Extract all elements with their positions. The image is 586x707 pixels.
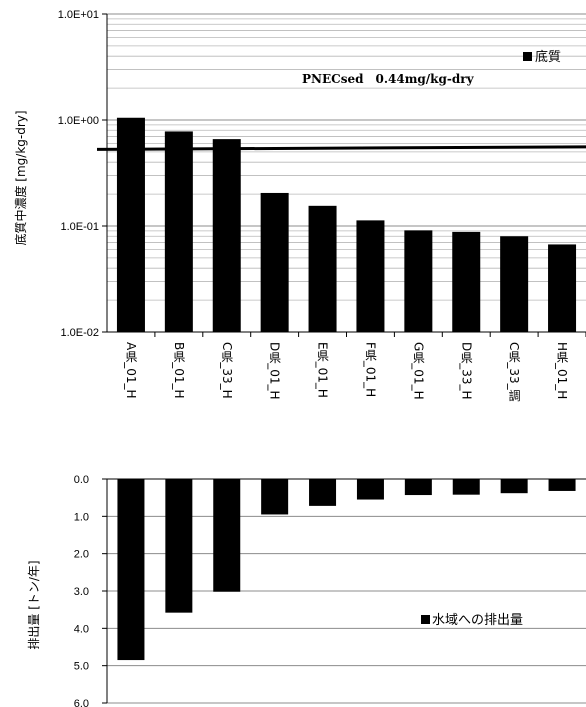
x-tick-label: F県_01_H xyxy=(363,342,377,397)
bar xyxy=(500,236,529,332)
y-tick-label: 3.0 xyxy=(74,586,89,598)
bar xyxy=(308,205,337,332)
y-tick-label: 1.0 xyxy=(74,511,89,523)
x-tick-label: A県_01_H xyxy=(124,342,138,399)
bar xyxy=(404,479,432,496)
y-tick-label: 1.0E-01 xyxy=(60,221,99,233)
x-tick-label: E県_01_H xyxy=(316,342,330,398)
bar xyxy=(309,479,337,506)
y-tick-label: 1.0E+01 xyxy=(58,9,99,21)
y-tick-label: 1.0E+00 xyxy=(58,115,99,127)
x-tick-label: D県_01_H xyxy=(268,342,282,400)
y-tick-label: 0.0 xyxy=(74,474,89,486)
legend-label: 底質 xyxy=(535,49,561,65)
bar xyxy=(165,479,193,613)
bar xyxy=(356,479,384,500)
bar xyxy=(261,479,289,515)
bar xyxy=(548,479,576,491)
x-tick-label: H県_01_H xyxy=(555,342,569,399)
bar xyxy=(548,244,577,332)
x-tick-label: B県_01_H xyxy=(172,342,186,399)
y-axis-title: 底質中濃度 [mg/kg-dry] xyxy=(13,110,28,245)
x-tick-label: D県_33_H xyxy=(459,342,473,400)
bar xyxy=(404,230,433,332)
bar xyxy=(452,231,481,332)
emission-chart: 0.0 1.0 2.0 3.0 4.0 5.0 6.0 水域への排出量 排出量 [トン/年] xyxy=(27,474,586,707)
bar xyxy=(260,192,289,332)
y-tick-label: 4.0 xyxy=(74,623,89,635)
bar xyxy=(452,479,480,495)
y-tick-label: 2.0 xyxy=(74,549,89,561)
bar xyxy=(213,479,241,592)
bar xyxy=(116,117,145,332)
bar xyxy=(117,479,145,661)
pnec-label: PNECsed 0.44mg/kg-dry xyxy=(302,72,475,86)
bar xyxy=(212,139,241,332)
concentration-chart: 1.0E-02 1.0E-01 1.0E+00 1.0E+01 A県_01_H B県_01… xyxy=(13,9,586,402)
bar xyxy=(356,220,385,332)
bar xyxy=(164,131,193,332)
y-tick-label: 6.0 xyxy=(74,698,89,707)
legend-swatch xyxy=(421,615,430,624)
bar xyxy=(500,479,528,494)
x-tick-label: C県_33_H xyxy=(220,342,234,399)
legend-label: 水域への排出量 xyxy=(432,613,523,628)
legend-swatch xyxy=(523,52,532,61)
x-tick-label: C県_33_調 xyxy=(507,342,521,402)
x-tick-label: G県_01_H xyxy=(411,342,425,400)
y-tick-label: 5.0 xyxy=(74,661,89,673)
pnec-line xyxy=(96,145,586,151)
y-axis-title: 排出量 [トン/年] xyxy=(27,560,41,649)
y-tick-label: 1.0E-02 xyxy=(60,327,99,339)
